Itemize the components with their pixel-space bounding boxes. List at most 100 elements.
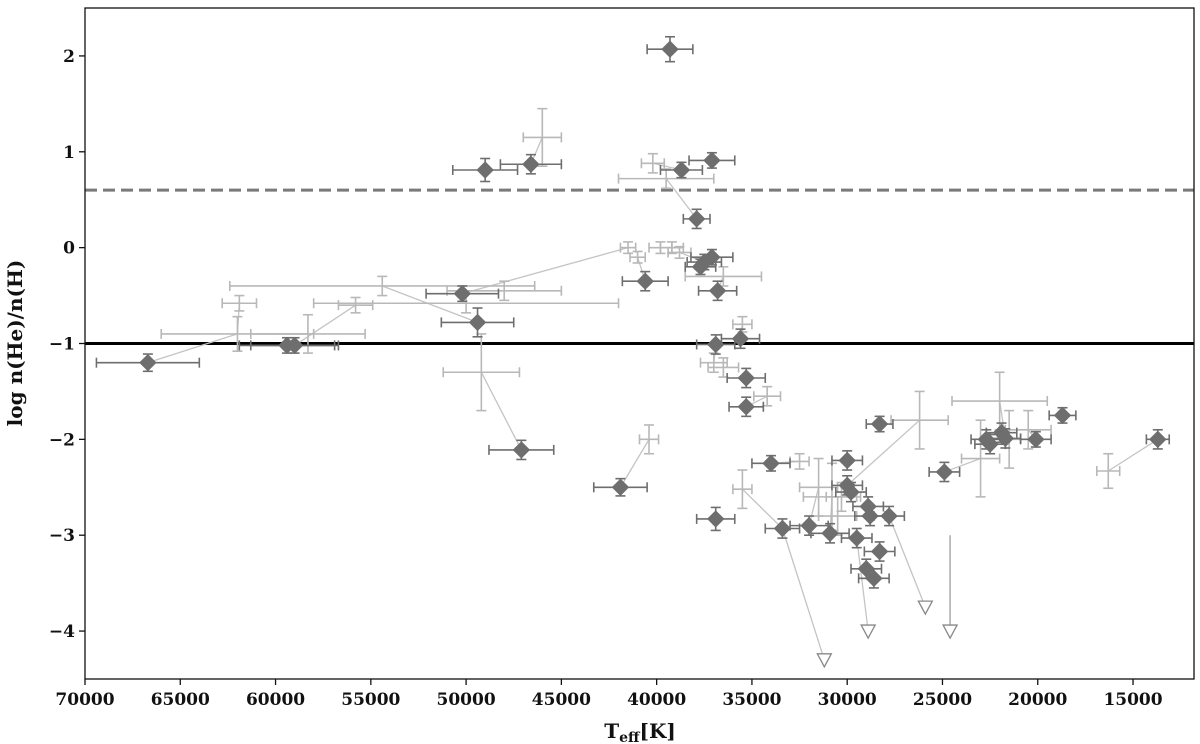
y-axis: 2 1 0 −1 −2 −3 −4 [49, 47, 85, 642]
upper-limit-marker [942, 624, 959, 640]
connector-line [1107, 438, 1159, 472]
light-point-errorbar [337, 296, 374, 314]
connector-line [781, 528, 825, 661]
x-tick-label: 70000 [55, 690, 114, 710]
dark-point-marker [703, 248, 721, 266]
upper-limits-series [816, 535, 959, 669]
connector-line [846, 419, 921, 486]
dark-point-marker [842, 483, 860, 501]
light-point-errorbar [442, 333, 521, 412]
connector-line [480, 371, 522, 451]
light-point-errorbar [817, 496, 858, 537]
light-point-errorbar [619, 241, 637, 255]
y-tick-label: 2 [63, 47, 75, 67]
connector-line [741, 488, 783, 529]
connector-line [147, 333, 238, 364]
y-tick-label: 1 [63, 143, 75, 163]
light-point-errorbar [638, 424, 660, 455]
dark-point-marker [996, 429, 1015, 448]
dark-point-marker [848, 529, 866, 547]
connector-line [294, 304, 356, 346]
x-tick-label: 30000 [818, 690, 877, 710]
light-point-errorbar [732, 469, 753, 510]
x-tick-label: 40000 [627, 690, 686, 710]
connector-lines [147, 137, 1159, 661]
light-point-errorbar [221, 294, 258, 312]
dark-point-marker [661, 40, 679, 58]
y-tick-label: −3 [49, 526, 75, 546]
x-axis-label-main: T [604, 719, 619, 743]
light-point-errorbar [617, 168, 715, 190]
light-point-errorbar [684, 266, 763, 287]
dark-point-marker [1149, 430, 1167, 449]
x-axis-label-unit: [K] [639, 719, 675, 743]
dark-point-marker [865, 569, 883, 588]
y-tick-label: −1 [49, 335, 75, 355]
dark-point-marker [687, 210, 706, 228]
dark-point-marker [453, 284, 471, 303]
dark-point-marker [737, 369, 755, 387]
reference-lines [85, 188, 1194, 345]
dark-point-marker [870, 415, 889, 433]
dark-point-marker [838, 451, 856, 470]
x-tick-label: 45000 [532, 690, 591, 710]
dark-point-marker [981, 435, 999, 453]
dark-point-marker [476, 161, 494, 179]
dark-point-marker [870, 542, 889, 561]
dark-point-marker [512, 441, 531, 459]
light-point-errorbar [249, 313, 366, 354]
x-axis-label: Teff[K] [604, 719, 676, 744]
dark-point-marker [708, 282, 727, 300]
dark-point-marker [636, 272, 654, 290]
light-point-errorbar [1096, 452, 1121, 490]
dark-point-marker [707, 510, 725, 528]
dark-point-marker [1053, 406, 1072, 425]
light-point-errorbar [229, 275, 536, 297]
dark-point-marker [857, 560, 875, 578]
light-point-errorbar [753, 385, 782, 407]
upper-limit-marker [917, 600, 934, 616]
x-tick-label: 20000 [1008, 690, 1067, 710]
dark-point-marker [731, 330, 750, 348]
dark-point-marker [935, 463, 954, 481]
connector-line [382, 285, 478, 324]
light-point-errorbar [1004, 409, 1052, 450]
y-tick-label: 0 [63, 239, 75, 259]
light-point-errorbar [667, 245, 692, 259]
light-point-errorbar [629, 250, 647, 264]
y-axis-label: log n(He)/n(H) [3, 260, 27, 427]
connector-line [619, 439, 650, 488]
dark-point-marker [1027, 430, 1045, 449]
dark-point-marker [611, 478, 630, 496]
x-axis: 70000 65000 60000 55000 50000 45000 40000 35000… [55, 679, 1163, 710]
dark-point-marker [703, 151, 721, 170]
dark-point-marker [762, 454, 780, 473]
dark-point-marker [522, 155, 540, 173]
light-point-errorbar [522, 107, 563, 167]
x-tick-label: 25000 [913, 690, 972, 710]
y-tick-label: −2 [49, 430, 75, 450]
upper-limit-marker [816, 653, 833, 669]
x-tick-label: 65000 [151, 690, 210, 710]
light-series [160, 107, 1121, 537]
upper-limit-marker [860, 624, 877, 640]
dark-point-marker [880, 507, 898, 525]
dark-series [95, 35, 1171, 589]
connector-line [665, 178, 698, 220]
light-point-errorbar [640, 152, 666, 174]
dark-point-marker [737, 398, 755, 416]
x-axis-label-subscript: eff [619, 730, 641, 744]
dark-point-marker [800, 516, 818, 535]
dark-point-marker [821, 524, 839, 543]
light-point-errorbar [789, 452, 810, 470]
connector-line [888, 515, 926, 608]
dark-point-marker [773, 519, 792, 538]
y-tick-label: −4 [49, 622, 75, 642]
connector-line [856, 538, 869, 632]
light-point-errorbar [707, 357, 740, 378]
dark-point-marker [285, 336, 304, 355]
x-tick-label: 60000 [246, 690, 305, 710]
light-point-errorbar [960, 419, 1001, 498]
x-tick-label: 15000 [1103, 690, 1162, 710]
